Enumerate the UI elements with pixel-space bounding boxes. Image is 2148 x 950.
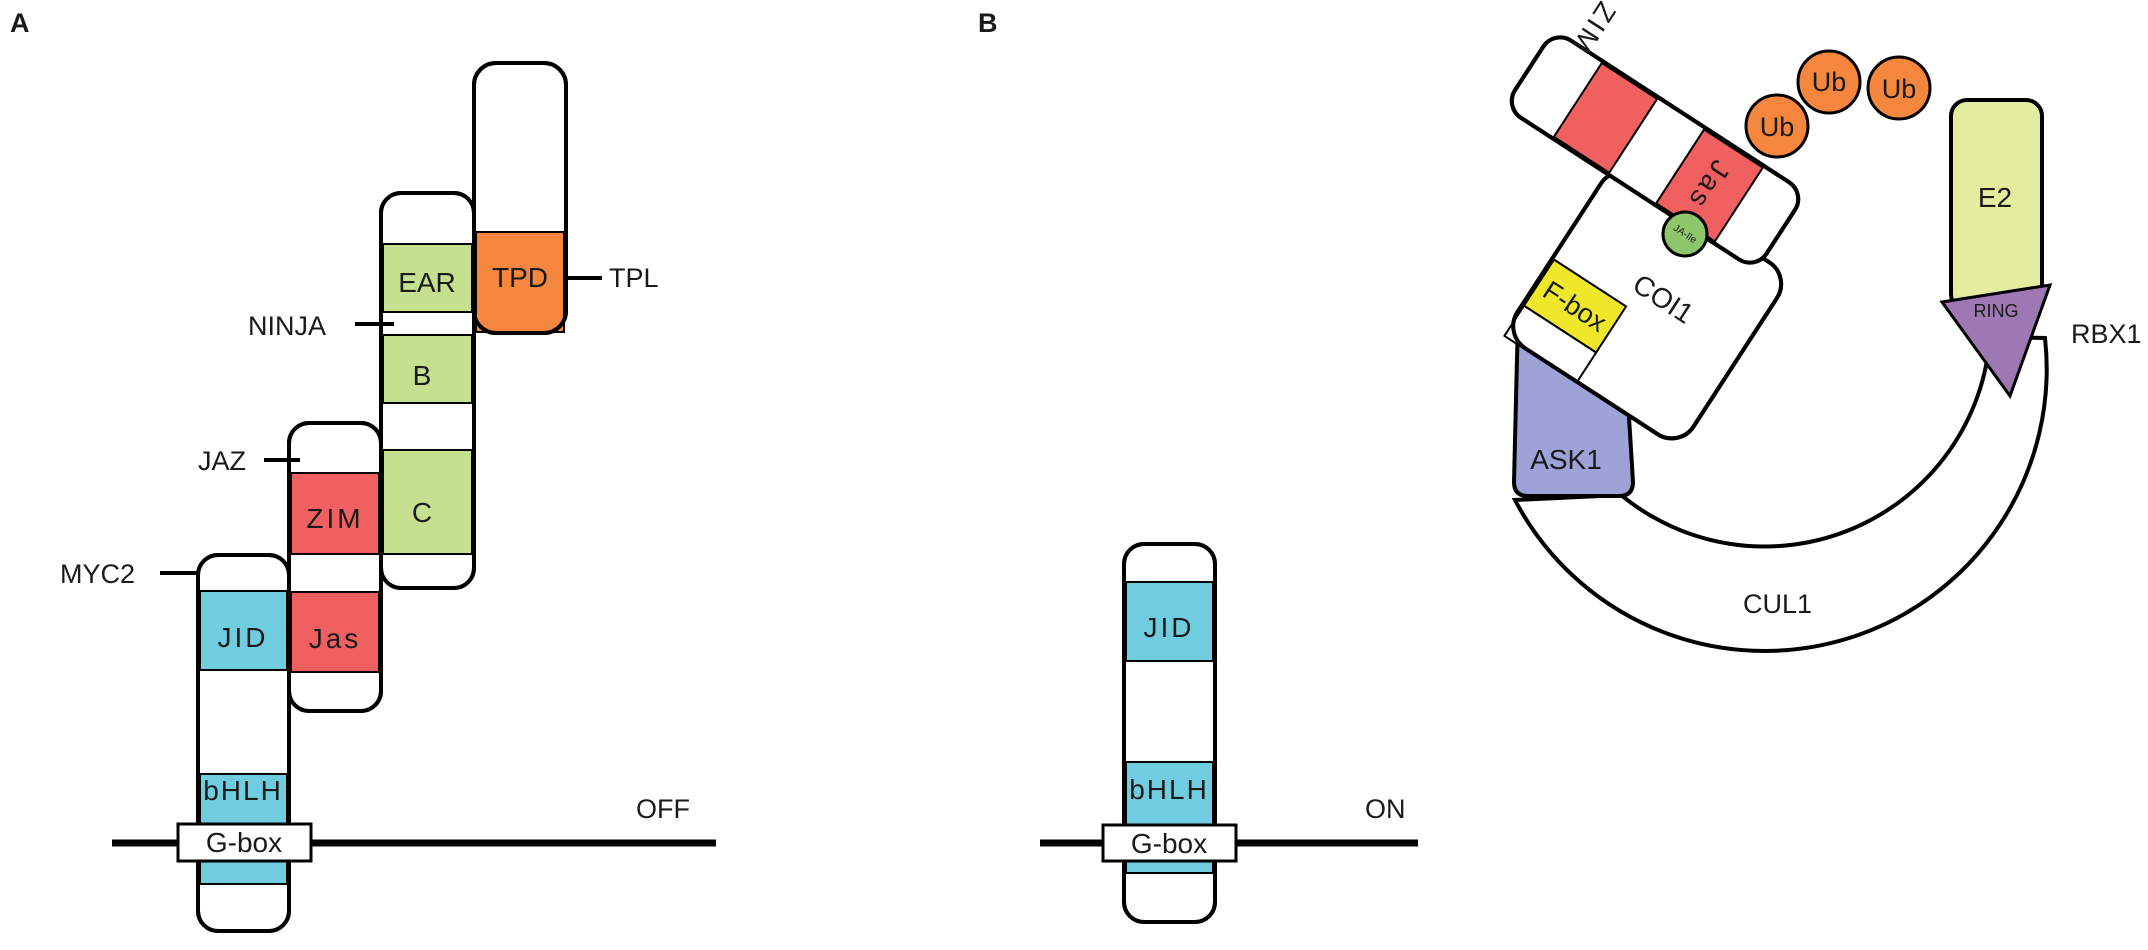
ubiquitin-2: [1796, 49, 1862, 115]
zim-domain: [290, 472, 380, 555]
tpd-domain-label: TPD: [492, 262, 548, 293]
cul1-scaffold: [1511, 334, 2049, 653]
gbox-a-label: G-box: [206, 827, 282, 858]
jas-domain-label: Jas: [309, 623, 362, 654]
gbox-b: [1101, 823, 1238, 863]
jas-domain: [290, 591, 380, 673]
b-domain-label: B: [413, 360, 432, 391]
rbx1-label: RBX1: [2071, 319, 2142, 349]
gbox-b-label: G-box: [1131, 828, 1207, 859]
jid-domain-b-label: JID: [1144, 612, 1195, 643]
ub-3-label: Ub: [1882, 74, 1917, 104]
ear-domain-label: EAR: [398, 267, 456, 298]
c-domain-label: C: [412, 497, 432, 528]
zim-domain-label: ZIM: [306, 503, 363, 534]
bhlh-domain-label: bHLH: [203, 775, 283, 806]
ub-2-label: Ub: [1812, 67, 1847, 97]
tpd-domain: [475, 231, 565, 333]
ubiquitin-3: [1866, 55, 1932, 121]
off-state-label: OFF: [636, 794, 690, 824]
jaz-protein: ZIM Jas: [287, 421, 383, 713]
ring-domain: [1939, 283, 2053, 400]
tpl-protein: TPD: [472, 61, 568, 335]
panel-label-b: B: [978, 8, 998, 38]
c-domain: [382, 449, 473, 555]
ninja-label: NINJA: [248, 311, 326, 341]
ninja-protein: EAR B C: [379, 191, 476, 590]
jid-domain-b: [1125, 581, 1214, 662]
jid-domain-label: JID: [218, 622, 269, 653]
myc2-label: MYC2: [60, 559, 135, 589]
jaz-label: JAZ: [198, 446, 246, 476]
myc2-protein-b: JID bHLH: [1122, 542, 1217, 924]
ubiquitin-1: [1744, 93, 1810, 159]
panel-label-a: A: [10, 8, 30, 38]
ub-1-label: Ub: [1760, 112, 1795, 142]
ja-ile-ligand: [1661, 210, 1709, 258]
ask1-label: ASK1: [1530, 444, 1602, 475]
on-state-label: ON: [1365, 794, 1406, 824]
tpl-label: TPL: [609, 263, 659, 293]
ring-label: RING: [1974, 301, 2019, 321]
myc2-protein: JID bHLH: [196, 553, 291, 933]
gbox-a: [176, 822, 313, 863]
bhlh-domain-b-label: bHLH: [1129, 774, 1209, 805]
e2-label: E2: [1978, 182, 2012, 213]
cul1-label: CUL1: [1743, 589, 1812, 619]
